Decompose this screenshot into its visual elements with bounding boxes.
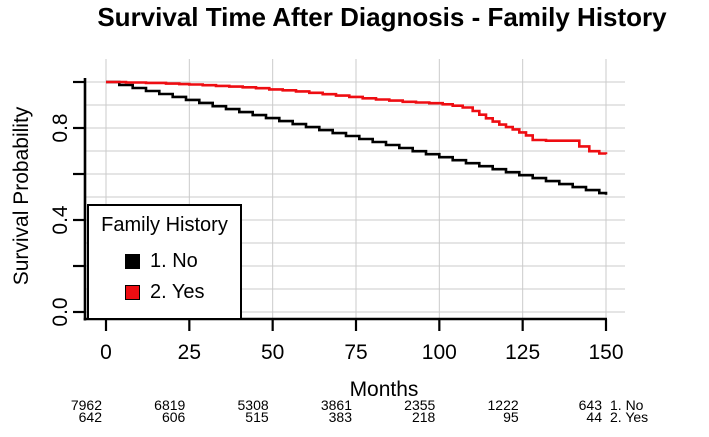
risk-count: 44 — [586, 409, 602, 425]
y-tick-label: 0.4 — [49, 205, 72, 235]
x-tick-label: 75 — [344, 341, 368, 364]
risk-count: 606 — [161, 409, 186, 425]
x-tick-label: 100 — [421, 341, 457, 364]
chart-title: Survival Time After Diagnosis - Family H… — [97, 2, 667, 32]
risk-count: 2355 — [404, 397, 436, 413]
risk-count: 95 — [503, 409, 519, 425]
risk-count: 515 — [245, 409, 269, 425]
legend-title: Family History — [101, 214, 228, 236]
y-tick-label: 0.0 — [49, 297, 72, 327]
x-tick-label: 125 — [505, 341, 541, 364]
risk-count: 643 — [578, 397, 602, 413]
risk-count: 642 — [78, 409, 102, 425]
risk-row-label: 1. No — [610, 397, 644, 413]
x-tick-label: 25 — [177, 341, 201, 364]
risk-count: 5308 — [237, 397, 269, 413]
legend-label-no: 1. No — [150, 250, 198, 272]
risk-count: 6819 — [154, 397, 186, 413]
risk-row-label: 2. Yes — [610, 409, 649, 425]
y-tick-label: 0.8 — [49, 113, 72, 143]
survival-curve-no — [106, 80, 608, 195]
survival-curve-yes — [106, 80, 608, 155]
legend-label-yes: 2. Yes — [150, 281, 205, 303]
risk-count: 1222 — [487, 397, 519, 413]
x-tick-label: 0 — [100, 341, 112, 364]
risk-count: 3861 — [320, 397, 352, 413]
legend-item-no: 1. No — [125, 250, 198, 273]
x-tick-label: 150 — [588, 341, 624, 364]
y-axis-label: Survival Probability — [10, 106, 33, 286]
legend-swatch-black-icon — [125, 254, 140, 269]
legend-item-yes: 2. Yes — [125, 281, 205, 304]
x-tick-label: 50 — [260, 341, 285, 364]
risk-count: 7962 — [70, 397, 102, 413]
legend-box: Family History 1. No 2. Yes — [87, 204, 242, 320]
risk-count: 218 — [411, 409, 436, 425]
x-axis-label: Months — [349, 378, 419, 401]
risk-count: 383 — [328, 409, 352, 425]
legend-swatch-red-icon — [125, 285, 140, 300]
